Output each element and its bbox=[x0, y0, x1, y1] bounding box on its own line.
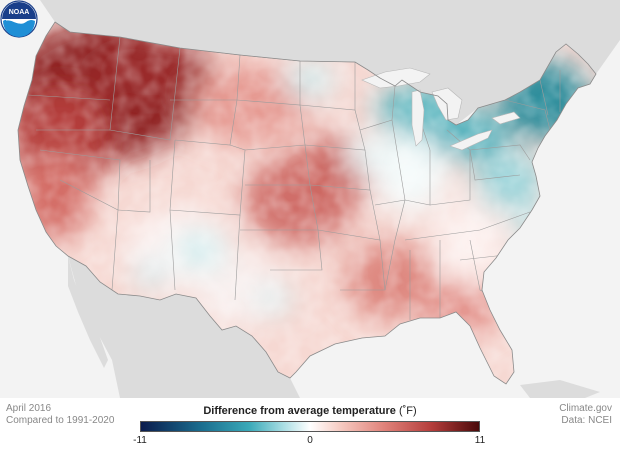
baja-peninsula bbox=[68, 256, 108, 368]
us-outline bbox=[17, 21, 597, 385]
data-source: Data: NCEI bbox=[561, 415, 612, 426]
lake-superior bbox=[361, 67, 431, 89]
legend-max-label: 11 bbox=[474, 435, 486, 446]
noaa-logo: NOAA bbox=[0, 0, 38, 38]
canada-land bbox=[0, 0, 620, 125]
cuba-land bbox=[520, 380, 600, 398]
legend-title: Difference from average temperature (˚F) bbox=[140, 405, 480, 417]
map-date: April 2016 bbox=[6, 403, 52, 414]
color-scale-bar bbox=[140, 421, 480, 432]
state-borders bbox=[27, 36, 561, 320]
legend-min-label: -11 bbox=[133, 435, 147, 446]
great-lakes bbox=[361, 67, 521, 151]
legend-unit: (˚F) bbox=[398, 405, 417, 417]
credit-text: Climate.gov bbox=[559, 403, 612, 414]
mexico-land bbox=[68, 256, 300, 398]
legend-mid-label: 0 bbox=[307, 435, 313, 446]
lake-erie bbox=[449, 129, 493, 151]
footer-left: April 2016 Compared to 1991-2020 bbox=[6, 403, 114, 427]
lake-ontario bbox=[491, 111, 521, 125]
footer-right: Climate.gov Data: NCEI bbox=[559, 403, 612, 427]
map-area: NOAA bbox=[0, 0, 620, 398]
baseline-period: Compared to 1991-2020 bbox=[6, 415, 115, 426]
us-temperature-map bbox=[0, 0, 620, 398]
noaa-logo-text: NOAA bbox=[9, 9, 30, 16]
legend-title-text: Difference from average temperature bbox=[203, 405, 396, 417]
lake-michigan bbox=[411, 89, 425, 147]
